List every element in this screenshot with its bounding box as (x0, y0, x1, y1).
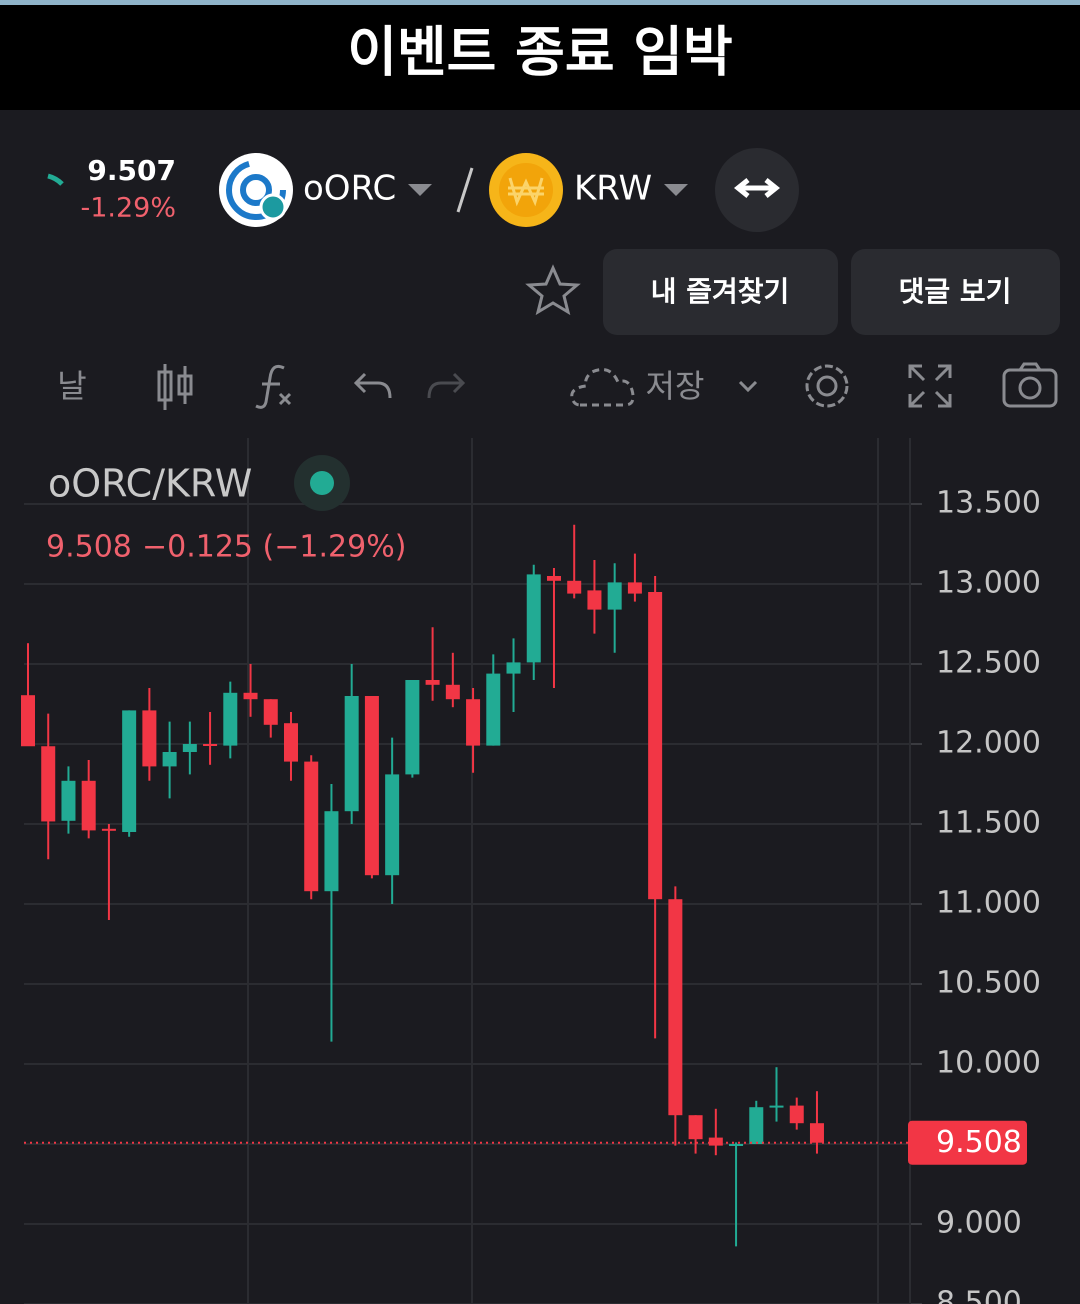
candle-body (546, 576, 561, 581)
last-price-tag (908, 1120, 1027, 1165)
candle-body (122, 710, 137, 832)
y-tick-label: 13.000 (936, 566, 1041, 601)
candle-body (364, 696, 379, 876)
candle-body (21, 695, 35, 747)
y-tick-label: 11.000 (936, 886, 1041, 921)
candle-body (445, 684, 460, 700)
redo-button[interactable] (427, 372, 466, 399)
candle-body (61, 780, 76, 821)
candle-body (526, 574, 541, 663)
quote-coin-icon (489, 153, 563, 227)
chart-type-button[interactable] (157, 364, 193, 410)
candle-body (627, 582, 642, 594)
base-coin-icon (219, 153, 293, 227)
candle-body (688, 1115, 703, 1140)
candle-body (385, 774, 400, 876)
candle-body (405, 680, 420, 775)
banner-title: 이벤트 종료 임박 (347, 21, 732, 84)
candle-body (283, 723, 298, 762)
candle-body (506, 662, 521, 674)
cloud-icon (570, 368, 635, 407)
comments-button[interactable] (851, 249, 1060, 335)
mini-chart-icon (47, 173, 64, 186)
candle-body (304, 761, 319, 892)
candle-body (182, 744, 197, 752)
banner (0, 0, 1080, 110)
favorite-label: 내 즐겨찾기 (651, 275, 790, 308)
header-price: 9.507 (87, 154, 176, 187)
candle-body (243, 692, 258, 700)
swap-icon (733, 178, 781, 198)
candle-body (162, 752, 177, 767)
fullscreen-button[interactable] (908, 364, 952, 408)
y-tick-label: 11.500 (936, 806, 1041, 841)
indicators-button[interactable] (255, 364, 292, 409)
undo-button[interactable] (353, 372, 392, 399)
candle-body (729, 1144, 744, 1146)
candle-body (749, 1107, 764, 1144)
candle-body (648, 592, 663, 900)
legend-symbol: oORC/KRW (48, 462, 252, 506)
screenshot-button[interactable] (1002, 362, 1058, 408)
candle-body (567, 580, 582, 594)
top-edge (0, 0, 1080, 5)
y-tick-label: 10.500 (936, 966, 1041, 1001)
legend-change: −0.125 (−1.29%) (142, 530, 406, 565)
favorite-button[interactable] (603, 249, 838, 335)
settings-button[interactable] (805, 364, 849, 408)
base-dropdown[interactable] (408, 184, 432, 196)
save-dropdown[interactable] (738, 380, 758, 393)
star-button[interactable] (525, 264, 581, 316)
y-tick-label: 10.000 (936, 1046, 1041, 1081)
candle-body (668, 899, 683, 1116)
candle-body (344, 696, 359, 812)
quote-dropdown[interactable] (664, 184, 688, 196)
comments-label: 댓글 보기 (899, 275, 1012, 308)
interval-button[interactable]: 날 (57, 367, 86, 405)
last-price-label: 9.508 (936, 1125, 1022, 1160)
candle-body (324, 811, 339, 892)
candle-body (809, 1123, 824, 1143)
candle-body (425, 680, 440, 685)
candle-body (142, 710, 157, 767)
candle-body (101, 828, 116, 831)
base-symbol[interactable]: oORC (303, 169, 396, 209)
y-tick-label: 8.500 (936, 1286, 1022, 1304)
candle-body (263, 699, 278, 725)
live-dot (310, 471, 334, 495)
candle-body (769, 1105, 784, 1108)
y-tick-label: 12.000 (936, 726, 1041, 761)
candle-body (708, 1137, 723, 1146)
pair-separator (456, 167, 474, 213)
candle-body (789, 1105, 804, 1124)
candle-body (466, 699, 481, 746)
y-tick-label: 13.500 (936, 486, 1041, 521)
candle-body (41, 746, 56, 822)
candle-body (223, 692, 238, 746)
candle-body (203, 744, 218, 746)
header-change: -1.29% (80, 193, 176, 224)
candle-body (81, 780, 96, 831)
candle-body (607, 582, 622, 610)
save-button[interactable]: 저장 (646, 367, 705, 405)
candle-body (486, 673, 501, 746)
y-tick-label: 9.000 (936, 1206, 1022, 1241)
legend-close: 9.508 (46, 530, 132, 565)
y-tick-label: 12.500 (936, 646, 1041, 681)
candle-body (587, 590, 602, 610)
quote-symbol[interactable]: KRW (574, 169, 652, 209)
plot (21, 524, 910, 1247)
